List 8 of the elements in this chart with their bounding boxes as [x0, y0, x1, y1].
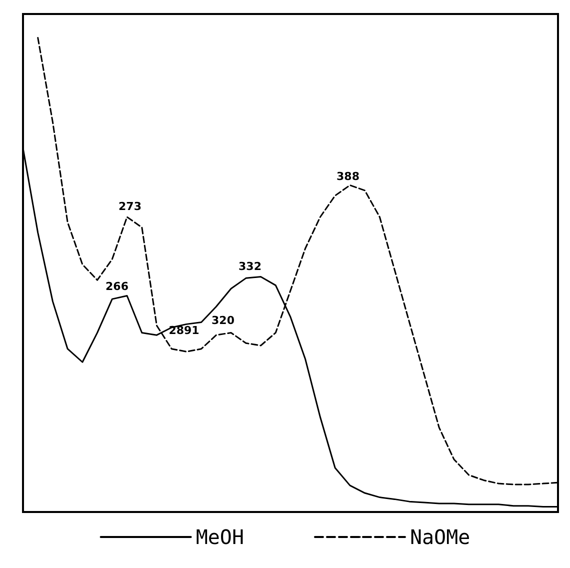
annotation: 332	[238, 260, 262, 273]
annotation: 266	[106, 280, 129, 293]
annotation: 273	[118, 200, 142, 213]
legend-label: MeOH	[196, 525, 244, 549]
annotation: 2891	[168, 324, 200, 337]
annotation: 388	[336, 170, 360, 183]
legend-label: NaOMe	[410, 525, 470, 549]
annotation: 320	[212, 314, 235, 327]
